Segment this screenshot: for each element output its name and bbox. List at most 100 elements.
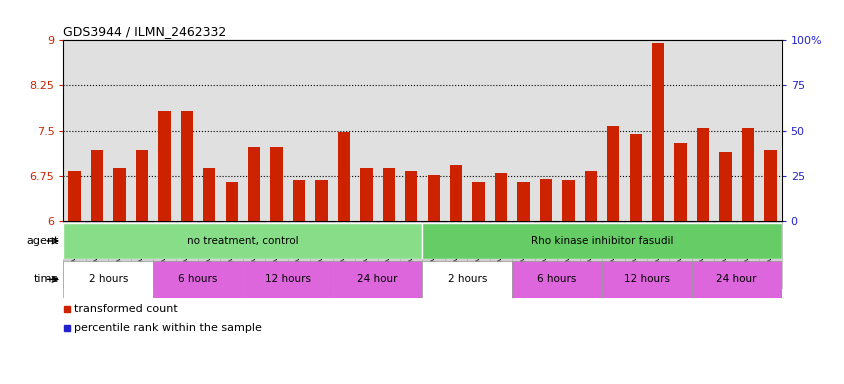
Bar bbox=[382, 168, 394, 221]
Text: GSM634532: GSM634532 bbox=[744, 226, 750, 271]
Bar bbox=[629, 134, 641, 221]
Text: no treatment, control: no treatment, control bbox=[187, 236, 299, 246]
Bar bbox=[561, 180, 574, 221]
Bar bbox=[450, 165, 462, 221]
Text: GSM634536: GSM634536 bbox=[587, 226, 593, 271]
Point bbox=[360, 91, 373, 98]
Bar bbox=[108, 221, 131, 288]
Text: 2 hours: 2 hours bbox=[447, 274, 486, 285]
Text: GSM634526: GSM634526 bbox=[475, 226, 481, 271]
Bar bbox=[158, 111, 170, 221]
Point bbox=[90, 95, 104, 101]
Text: 6 hours: 6 hours bbox=[537, 274, 576, 285]
Bar bbox=[427, 175, 440, 221]
Bar bbox=[288, 221, 310, 288]
Bar bbox=[647, 221, 668, 288]
Bar bbox=[63, 223, 422, 259]
Text: GSM634530: GSM634530 bbox=[654, 226, 660, 271]
Bar bbox=[243, 221, 265, 288]
Point bbox=[426, 97, 440, 103]
Text: GSM634511: GSM634511 bbox=[161, 226, 167, 271]
Bar bbox=[220, 221, 243, 288]
Bar bbox=[713, 221, 736, 288]
Text: GSM634533: GSM634533 bbox=[138, 226, 145, 271]
Point bbox=[628, 79, 641, 85]
Text: GSM634510: GSM634510 bbox=[430, 226, 436, 271]
Bar bbox=[310, 221, 333, 288]
Point bbox=[538, 102, 552, 108]
Bar bbox=[203, 168, 215, 221]
Point bbox=[180, 88, 193, 94]
Bar bbox=[153, 221, 176, 288]
Bar bbox=[534, 221, 556, 288]
Text: transformed count: transformed count bbox=[73, 304, 177, 314]
Bar bbox=[736, 221, 758, 288]
Bar bbox=[601, 261, 691, 298]
Bar bbox=[225, 182, 238, 221]
Point bbox=[337, 84, 350, 90]
Text: GSM634519: GSM634519 bbox=[184, 226, 190, 271]
Text: GSM634517: GSM634517 bbox=[94, 226, 100, 271]
Bar bbox=[181, 111, 192, 221]
Text: GDS3944 / ILMN_2462332: GDS3944 / ILMN_2462332 bbox=[63, 25, 226, 38]
Point bbox=[449, 104, 463, 110]
Bar bbox=[131, 221, 153, 288]
Bar bbox=[333, 261, 422, 298]
Bar bbox=[758, 221, 781, 288]
Bar bbox=[338, 132, 349, 221]
Bar bbox=[422, 221, 445, 288]
Text: GSM634513: GSM634513 bbox=[251, 226, 257, 271]
Bar bbox=[243, 261, 333, 298]
Bar bbox=[377, 221, 399, 288]
Bar bbox=[668, 221, 691, 288]
Bar bbox=[556, 221, 579, 288]
Bar bbox=[691, 221, 713, 288]
Bar bbox=[691, 261, 781, 298]
Bar bbox=[445, 221, 467, 288]
Text: 24 hour: 24 hour bbox=[716, 274, 756, 285]
Bar bbox=[606, 126, 619, 221]
Text: time: time bbox=[34, 274, 59, 285]
Bar bbox=[467, 221, 490, 288]
Bar bbox=[315, 180, 327, 221]
Text: GSM634534: GSM634534 bbox=[497, 226, 504, 271]
Text: agent: agent bbox=[27, 236, 59, 246]
Bar bbox=[511, 261, 601, 298]
Point bbox=[404, 91, 418, 98]
Text: GSM634531: GSM634531 bbox=[386, 226, 392, 271]
Point bbox=[471, 101, 484, 107]
Point bbox=[583, 99, 597, 105]
Bar bbox=[584, 172, 597, 221]
Bar bbox=[495, 173, 506, 221]
Bar bbox=[197, 221, 220, 288]
Text: 12 hours: 12 hours bbox=[264, 274, 311, 285]
Text: GSM634523: GSM634523 bbox=[363, 226, 369, 271]
Bar bbox=[354, 221, 377, 288]
Text: GSM634538: GSM634538 bbox=[677, 226, 683, 271]
Text: GSM634524: GSM634524 bbox=[722, 226, 728, 271]
Bar bbox=[265, 221, 288, 288]
Bar bbox=[333, 221, 354, 288]
Point bbox=[158, 88, 171, 94]
Point bbox=[740, 91, 754, 98]
Text: GSM634525: GSM634525 bbox=[116, 226, 122, 271]
Text: GSM634514: GSM634514 bbox=[609, 226, 615, 271]
Point bbox=[225, 91, 238, 98]
Bar bbox=[247, 147, 260, 221]
Bar bbox=[68, 172, 81, 221]
Bar bbox=[399, 221, 422, 288]
Bar bbox=[91, 151, 103, 221]
Text: GSM634522: GSM634522 bbox=[632, 226, 638, 271]
Text: percentile rank within the sample: percentile rank within the sample bbox=[73, 323, 261, 333]
Text: Rho kinase inhibitor fasudil: Rho kinase inhibitor fasudil bbox=[530, 236, 673, 246]
Point bbox=[763, 89, 776, 96]
Text: GSM634537: GSM634537 bbox=[318, 226, 324, 271]
Point bbox=[606, 89, 619, 96]
Point bbox=[517, 101, 530, 107]
Point bbox=[381, 89, 395, 96]
Point bbox=[651, 55, 664, 61]
Text: 24 hour: 24 hour bbox=[357, 274, 398, 285]
Bar bbox=[176, 221, 197, 288]
Text: GSM634535: GSM634535 bbox=[229, 226, 235, 271]
Bar bbox=[579, 221, 601, 288]
